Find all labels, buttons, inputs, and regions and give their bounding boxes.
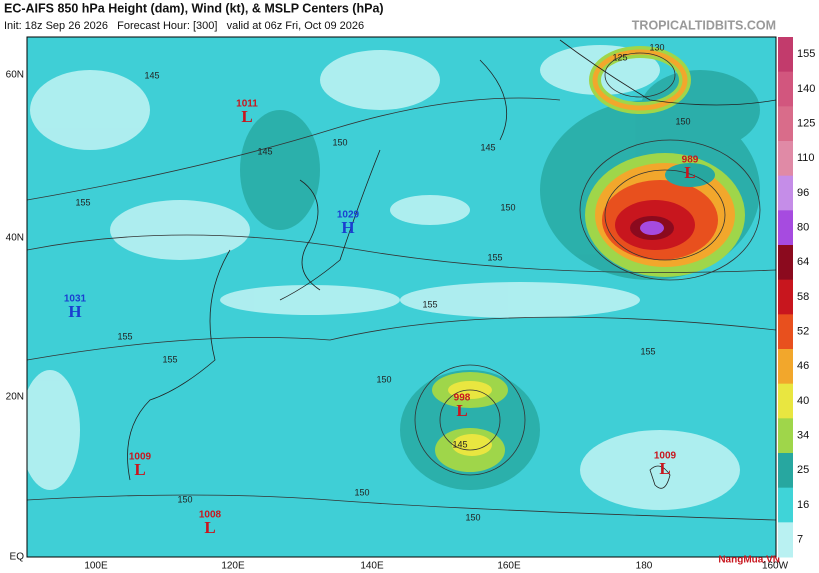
colorbar-label: 40 [797,395,809,407]
contour-label: 155 [117,331,132,341]
colorbar-segment [778,314,793,350]
colorbar-segment [778,279,793,315]
center-pressure: 1011 [236,99,258,110]
center-pressure: 1009 [129,452,152,463]
contour-label: 150 [500,202,515,212]
coastlines [127,39,776,489]
colorbar-label: 52 [797,326,809,338]
colorbar-segment [778,141,793,177]
colorbar-segment [778,453,793,489]
colorbar-segment [778,106,793,142]
colorbar-label: 110 [797,152,815,164]
colorbar-label: 140 [797,83,815,95]
center-letter: L [456,401,467,420]
lon-label: 120E [221,561,245,572]
colorbar-segment [778,522,793,558]
contour-label: 155 [487,252,502,262]
center-pressure: 989 [682,155,699,166]
lat-label: 20N [6,392,24,403]
colorbar-segment [778,37,793,73]
subtitle: Init: 18z Sep 26 2026 Forecast Hour: [30… [4,20,364,32]
contour-label: 155 [75,197,90,207]
colorbar-segment [778,383,793,419]
colorbar-label: 155 [797,48,815,60]
contour-label: 125 [612,52,627,62]
center-pressure: 1031 [64,294,87,305]
colorbar-label: 64 [797,256,809,268]
colorbar-label: 25 [797,464,809,476]
contour-label: 150 [675,116,690,126]
contour-label: 145 [452,439,467,449]
contour-label: 155 [422,299,437,309]
map-frame [26,36,777,558]
map-area [27,37,776,557]
contour-label: 150 [465,512,480,522]
colorbar-label: 16 [797,499,809,511]
light-wind [27,45,740,510]
colorbar-label: 7 [797,534,803,546]
contour-label: 155 [640,346,655,356]
lon-label: 100E [84,561,108,572]
colorbar-label: 34 [797,430,809,442]
contour-label: 150 [332,137,347,147]
colorbar-label: 58 [797,291,809,303]
center-letter: L [241,107,252,126]
center-letter: L [684,163,695,182]
brand: TROPICALTIDBITS.COM [632,18,776,32]
colorbar-segment [778,245,793,281]
storm-shading [432,46,745,472]
center-letter: L [659,459,670,478]
watermark: NangMua.VN [718,555,780,566]
colorbar-label: 125 [797,118,815,130]
contour-label: 145 [480,142,495,152]
lat-label: 60N [6,70,24,81]
center-letter: H [341,218,354,237]
colorbar-segment [778,349,793,385]
colorbar-label: 46 [797,360,809,372]
lon-label: 160E [497,561,521,572]
center-letter: H [68,302,81,321]
lat-label: 40N [6,233,24,244]
lon-label: 180 [636,561,653,572]
height-contours [27,52,776,521]
contour-label: 155 [162,354,177,364]
colorbar-segment [778,210,793,246]
contour-label: 150 [177,494,192,504]
colorbar-segment [778,487,793,523]
center-pressure: 998 [454,393,471,404]
center-pressure: 1009 [654,451,677,462]
colorbar-segment [778,418,793,454]
center-letter: L [204,518,215,537]
contour-label: 150 [354,487,369,497]
contour-label: 130 [649,42,664,52]
contour-label: 150 [376,374,391,384]
center-pressure: 1029 [337,210,360,221]
lon-label: 140E [360,561,384,572]
center-letter: L [134,460,145,479]
colorbar-segment [778,175,793,211]
contour-label: 145 [144,70,159,80]
lat-label: EQ [10,552,25,563]
contour-label: 145 [257,146,272,156]
lon-label: 160W [762,561,789,572]
colorbar-label: 80 [797,222,809,234]
dynamic-layer: 60N 40N 20N EQ 100E 120E 140E 160E 180 160W 155 140… [6,37,815,572]
center-pressure: 1008 [199,510,222,521]
colorbar-segment [778,71,793,107]
title: EC-AIFS 850 hPa Height (dam), Wind (kt),… [4,1,384,15]
colorbar-label: 96 [797,187,809,199]
